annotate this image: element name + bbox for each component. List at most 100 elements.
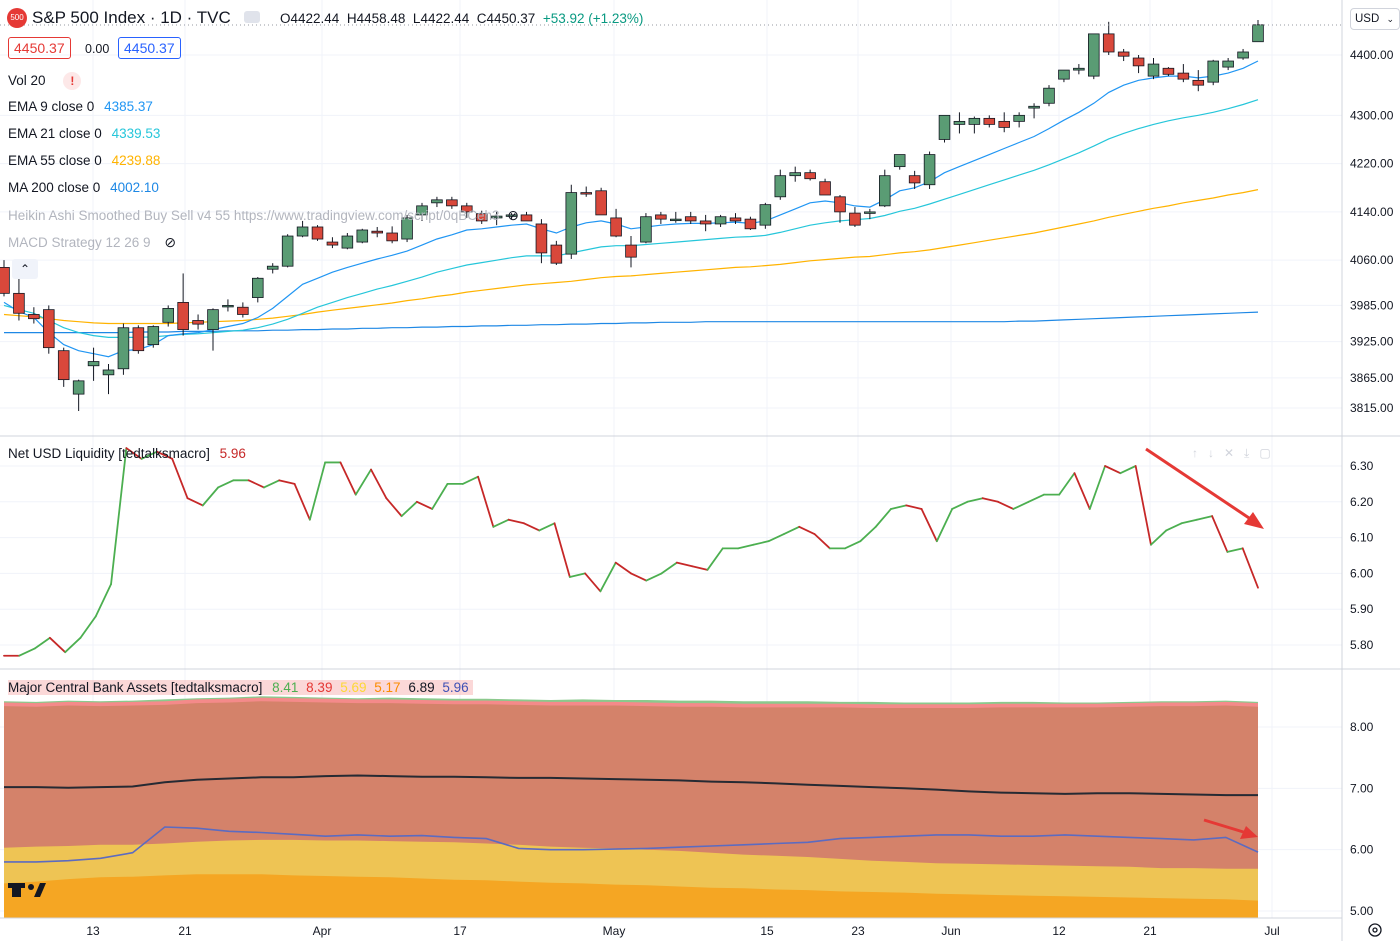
candle-body-up (1252, 24, 1264, 43)
indicator-ema21[interactable]: EMA 21 close 0 4339.53 (8, 126, 160, 141)
indicator-heikin-ashi[interactable]: Heikin Ashi Smoothed Buy Sell v4 55 http… (8, 207, 519, 224)
liquidity-segment (400, 500, 418, 518)
indicator-value: 4002.10 (110, 180, 159, 195)
candle-body-up (1222, 60, 1234, 68)
candle (819, 178, 831, 196)
central-bank-areas (4, 696, 1259, 918)
candle-body-down (192, 320, 204, 325)
liquidity-segment (1027, 493, 1045, 503)
liquidity-segment (1058, 472, 1076, 496)
candle (490, 211, 503, 226)
hidden-eye-icon[interactable]: ⊘ (507, 207, 519, 223)
symbol-badge-icon[interactable]: 500 (7, 8, 27, 28)
candle-body-down (475, 213, 488, 222)
liquidity-segment (293, 482, 311, 521)
close-value: 4450.37 (486, 11, 536, 26)
symbol-title[interactable]: S&P 500 Index · 1D · TVC (32, 8, 231, 27)
buy-price-button[interactable]: 4450.37 (118, 37, 181, 59)
candle (1222, 58, 1234, 71)
candle (1058, 69, 1070, 83)
tradingview-logo[interactable] (8, 883, 46, 897)
candle-body-down (28, 314, 40, 320)
candle (1147, 58, 1160, 80)
indicator-macd[interactable]: MACD Strategy 12 26 9 ⊘ (8, 234, 176, 251)
warning-icon[interactable]: ! (63, 72, 82, 90)
liquidity-segment (1226, 547, 1244, 553)
indicator-label: MACD Strategy 12 26 9 (8, 235, 151, 250)
down-arrow-cb (1203, 818, 1251, 836)
candle (102, 363, 115, 395)
candle (57, 347, 70, 387)
time-tick-label: May (603, 924, 626, 938)
candle-body-up (864, 211, 876, 214)
candle (893, 154, 906, 170)
candle-body-down (132, 327, 145, 352)
axis-tick-label: 5.90 (1350, 602, 1374, 616)
liquidity-segment (874, 508, 892, 528)
collapse-icon[interactable] (244, 11, 260, 23)
axis-tick-label: 4300.00 (1350, 108, 1394, 122)
candle-body-down (1162, 67, 1175, 75)
indicator-ema55[interactable]: EMA 55 close 0 4239.88 (8, 153, 160, 168)
liquidity-segment (201, 486, 219, 507)
candle (296, 220, 309, 238)
liquidity-segment (813, 533, 831, 550)
indicator-label: Major Central Bank Assets [tedtalksmacro… (8, 680, 263, 695)
candle-body-up (401, 217, 413, 240)
candle (1073, 64, 1085, 75)
liquidity-segment (568, 572, 587, 578)
candle-body-down (804, 172, 816, 180)
candle (789, 166, 801, 182)
currency-select[interactable]: USD ⌄ (1350, 8, 1400, 30)
liquidity-segment (691, 565, 709, 571)
sell-price-button[interactable]: 4450.37 (8, 37, 71, 59)
liquidity-segment (737, 543, 755, 550)
change-value: +53.92 (+1.23%) (542, 11, 644, 26)
time-tick-label: Jul (1264, 924, 1279, 938)
hidden-eye-icon[interactable]: ⊘ (164, 234, 177, 250)
cb-line-black (4, 774, 1258, 797)
indicator-label: EMA 55 close 0 (8, 153, 102, 168)
liquidity-segment (94, 583, 112, 618)
candle (28, 307, 40, 324)
axis-tick-label: 6.00 (1350, 843, 1374, 857)
liquidity-legend[interactable]: Net USD Liquidity [tedtalksmacro] 5.96 (8, 446, 246, 461)
candle (998, 112, 1010, 133)
time-axis[interactable]: 13 21 Apr 17 May 15 23 Jun 12 21 Jul (86, 924, 1279, 938)
liquidity-segment (660, 561, 678, 575)
liquidity-segment (584, 572, 602, 593)
candle-body-up (1058, 69, 1070, 80)
price-axis[interactable]: 4400.00 4300.00 4220.00 4140.00 4060.00 3985.… (1350, 48, 1394, 918)
pane-controls[interactable]: ↑↓✕⤓▢ (1192, 446, 1281, 460)
liquidity-segment (140, 450, 158, 460)
candle-body-up (147, 326, 160, 346)
liquidity-segment (18, 647, 36, 657)
candle-body-up (341, 235, 354, 249)
candle-body-up (1043, 87, 1055, 104)
cb-assets-legend[interactable]: Major Central Bank Assets [tedtalksmacro… (8, 680, 473, 695)
candle-body-down (699, 220, 712, 225)
time-tick-label: Jun (941, 924, 960, 938)
liquidity-segment (1150, 529, 1168, 546)
candle-body-down (1117, 51, 1130, 57)
axis-tick-label: 3865.00 (1350, 371, 1394, 385)
candle-body-down (237, 306, 249, 315)
candle-body-down (326, 241, 339, 246)
candle (1028, 103, 1040, 119)
indicator-vol[interactable]: Vol 20 ! (8, 72, 82, 90)
candle-body-down (729, 217, 742, 222)
liquidity-segment (64, 636, 82, 654)
indicator-ema9[interactable]: EMA 9 close 0 4385.37 (8, 99, 153, 114)
candle-body-down (550, 244, 563, 264)
candle (879, 169, 891, 208)
collapse-legend-icon[interactable]: ⌃ (12, 259, 38, 279)
indicator-value: 4239.88 (111, 153, 161, 168)
indicator-ma200[interactable]: MA 200 close 0 4002.10 (8, 180, 159, 195)
candle (505, 213, 518, 220)
candle-body-down (595, 190, 607, 216)
candle (1132, 55, 1145, 74)
candle (416, 202, 428, 221)
axis-tick-label: 6.30 (1350, 459, 1374, 473)
gear-icon[interactable] (1368, 923, 1382, 937)
